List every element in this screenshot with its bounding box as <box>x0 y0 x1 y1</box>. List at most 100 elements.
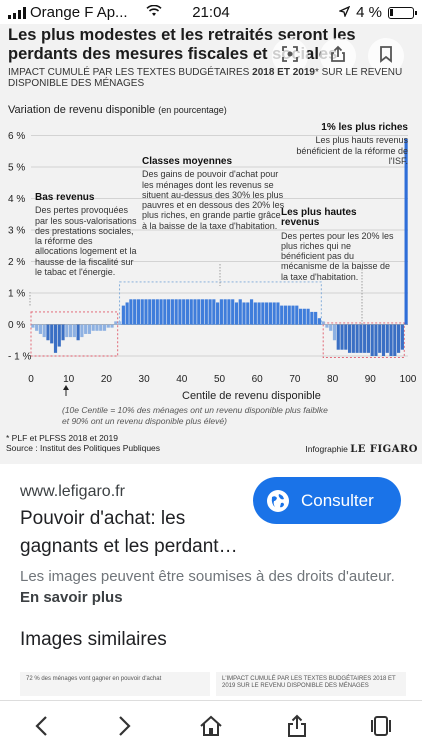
globe-icon <box>267 489 289 512</box>
y-tick-label: 6 % <box>8 131 25 142</box>
bar <box>159 299 163 325</box>
bar <box>295 305 299 325</box>
region-box-bas <box>30 311 119 357</box>
consult-label: Consulter <box>301 490 374 510</box>
bar <box>332 324 337 341</box>
y-tick-label: 0 % <box>8 320 25 331</box>
annotation-hautes-revenus: Les plus hautes revenus Des pertes pour l… <box>281 207 394 282</box>
battery-icon <box>388 6 417 19</box>
share-icon <box>330 45 346 68</box>
y-tick-label: - 1 % <box>8 352 31 363</box>
bar <box>329 324 333 331</box>
annotation-plus-riches: 1% les plus riches Les plus hauts revenus… <box>296 122 408 166</box>
battery-percent: 4 % <box>356 4 382 21</box>
back-button[interactable] <box>26 711 56 741</box>
bar <box>393 324 397 356</box>
home-icon <box>200 715 222 736</box>
bar <box>99 324 103 331</box>
bar <box>95 324 99 331</box>
bar <box>151 299 156 325</box>
bar <box>272 302 276 325</box>
home-button[interactable] <box>196 711 226 741</box>
x-tick-label: 50 <box>214 374 226 385</box>
y-tick-label: 2 % <box>8 257 25 268</box>
bar <box>216 302 220 325</box>
bar <box>261 302 265 325</box>
x-tick-label: 100 <box>400 374 417 385</box>
bar <box>204 299 208 325</box>
bar <box>80 324 84 338</box>
x-tick-label: 0 <box>28 374 34 385</box>
bar <box>359 324 363 353</box>
x-axis-title: Centile de revenu disponible <box>182 390 321 402</box>
similar-images-heading: Images similaires <box>20 629 167 650</box>
lens-icon <box>281 45 299 68</box>
bar <box>378 324 382 353</box>
clock: 21:04 <box>192 4 230 21</box>
share-page-button[interactable] <box>282 711 312 741</box>
location-arrow-icon <box>338 4 351 21</box>
bar <box>268 302 272 325</box>
bar <box>155 299 159 325</box>
bar <box>347 324 352 353</box>
bar <box>140 299 144 325</box>
bar <box>182 299 186 325</box>
bar <box>144 299 148 325</box>
similar-thumb-2[interactable]: L'IMPACT CUMULÉ PAR LES TEXTES BUDGÉTAIR… <box>216 672 406 696</box>
bar <box>389 324 393 356</box>
bar <box>306 308 310 325</box>
bar <box>370 324 374 356</box>
y-tick-label: 4 % <box>8 194 25 205</box>
bar <box>148 299 152 325</box>
bar <box>325 324 329 328</box>
bar <box>374 324 378 356</box>
share-image-button[interactable] <box>320 38 356 74</box>
bar <box>310 311 314 325</box>
bar <box>118 321 122 325</box>
lens-button[interactable] <box>272 38 308 74</box>
figure-subtitle: IMPACT CUMULÉ PAR LES TEXTES BUDGÉTAIRES… <box>8 67 403 89</box>
similar-thumb-1[interactable]: 72 % des ménages vont gagner en pouvoir … <box>20 672 210 696</box>
bar <box>125 302 129 325</box>
status-bar: Orange F Ap... 21:04 4 % <box>0 0 422 24</box>
bar <box>50 324 54 344</box>
x-tick-label: 70 <box>289 374 301 385</box>
save-image-button[interactable] <box>368 38 404 74</box>
bar <box>223 299 227 325</box>
bar <box>185 299 190 325</box>
bar <box>321 321 325 325</box>
chevron-right-icon <box>119 716 131 736</box>
bar <box>283 305 288 325</box>
bar <box>280 305 284 325</box>
learn-more-link[interactable]: En savoir plus <box>20 589 123 606</box>
x-tick-label: 80 <box>327 374 339 385</box>
y-axis-title: Variation de revenu disponible (en pourc… <box>8 104 227 116</box>
forward-button[interactable] <box>110 711 140 741</box>
consult-button[interactable]: Consulter <box>253 477 401 524</box>
bar <box>317 318 321 325</box>
annotation-leaders <box>29 264 363 324</box>
tabs-button[interactable] <box>366 711 396 741</box>
chart: 6 % 5 % 4 % 3 % 2 % 1 % 0 % - 1 % 0 10 20 30 40 50 60… <box>8 131 417 396</box>
y-tick-label: 3 % <box>8 226 25 237</box>
carrier-name: Orange F Ap... <box>30 4 128 21</box>
y-tick-label: 1 % <box>8 289 25 300</box>
y-tick-label: 5 % <box>8 163 25 174</box>
bar <box>208 299 212 325</box>
figure-credit: Infographie LE FIGARO <box>305 444 418 455</box>
bar <box>163 299 167 325</box>
bar <box>257 302 261 325</box>
figure-image[interactable]: Les plus modestes et les retraités seron… <box>0 24 422 464</box>
result-title[interactable]: Pouvoir d'achat: les gagnants et les per… <box>20 508 238 557</box>
x-tick-label: 90 <box>365 374 377 385</box>
bar <box>396 324 401 353</box>
chevron-left-icon <box>35 716 47 736</box>
figure-headline: Les plus modestes et les retraités seron… <box>8 26 356 63</box>
bar <box>57 324 61 347</box>
result-domain[interactable]: www.lefigaro.fr <box>20 483 125 500</box>
figure-note: (10e Centile = 10% des ménages ont un re… <box>62 405 328 426</box>
bar <box>400 324 404 350</box>
bar <box>385 324 389 353</box>
carrier-group: Orange F Ap... <box>8 4 162 21</box>
bookmark-icon <box>379 45 393 68</box>
